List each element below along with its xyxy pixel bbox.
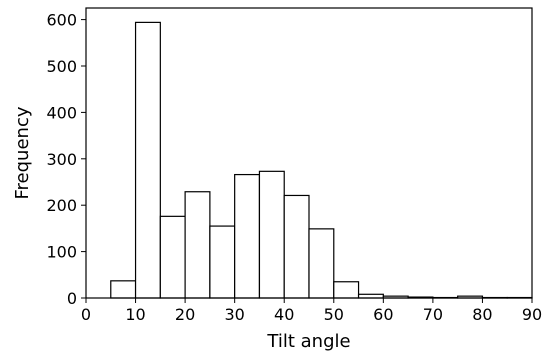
y-tick-label: 100 (46, 243, 77, 262)
histogram-bar-7 (283, 194, 310, 299)
histogram-bar-0 (110, 280, 137, 299)
y-tick-label: 500 (46, 57, 77, 76)
histogram-bar-4 (209, 225, 236, 299)
x-tick-label: 80 (472, 305, 492, 324)
histogram-bar-2 (159, 215, 186, 299)
x-tick-label: 30 (224, 305, 244, 324)
x-tick-label: 10 (125, 305, 145, 324)
y-tick-label: 400 (46, 103, 77, 122)
histogram-bar-9 (333, 281, 360, 299)
histogram-bar-8 (308, 228, 335, 299)
bars-group (110, 21, 533, 299)
x-tick-label: 40 (274, 305, 294, 324)
plot-frame (85, 7, 533, 299)
y-tick-label: 600 (46, 11, 77, 30)
histogram-bar-6 (258, 170, 285, 299)
x-tick-label: 60 (373, 305, 393, 324)
x-tick-label: 0 (81, 305, 91, 324)
x-axis-ticks: 0 10 20 30 40 50 60 70 80 90 (81, 298, 542, 324)
x-tick-label: 50 (324, 305, 344, 324)
histogram-bar-1 (134, 21, 161, 299)
x-tick-label: 90 (522, 305, 542, 324)
y-tick-label: 300 (46, 150, 77, 169)
y-tick-label: 200 (46, 196, 77, 215)
x-tick-label: 70 (423, 305, 443, 324)
y-axis-ticks: 0 100 200 300 400 500 600 (46, 11, 86, 308)
x-tick-label: 20 (175, 305, 195, 324)
histogram-bar-5 (234, 173, 261, 299)
y-axis-label: Frequency (12, 106, 33, 199)
y-tick-label: 0 (67, 289, 77, 308)
x-axis-label: Tilt angle (266, 331, 350, 352)
histogram-bar-3 (184, 191, 211, 299)
